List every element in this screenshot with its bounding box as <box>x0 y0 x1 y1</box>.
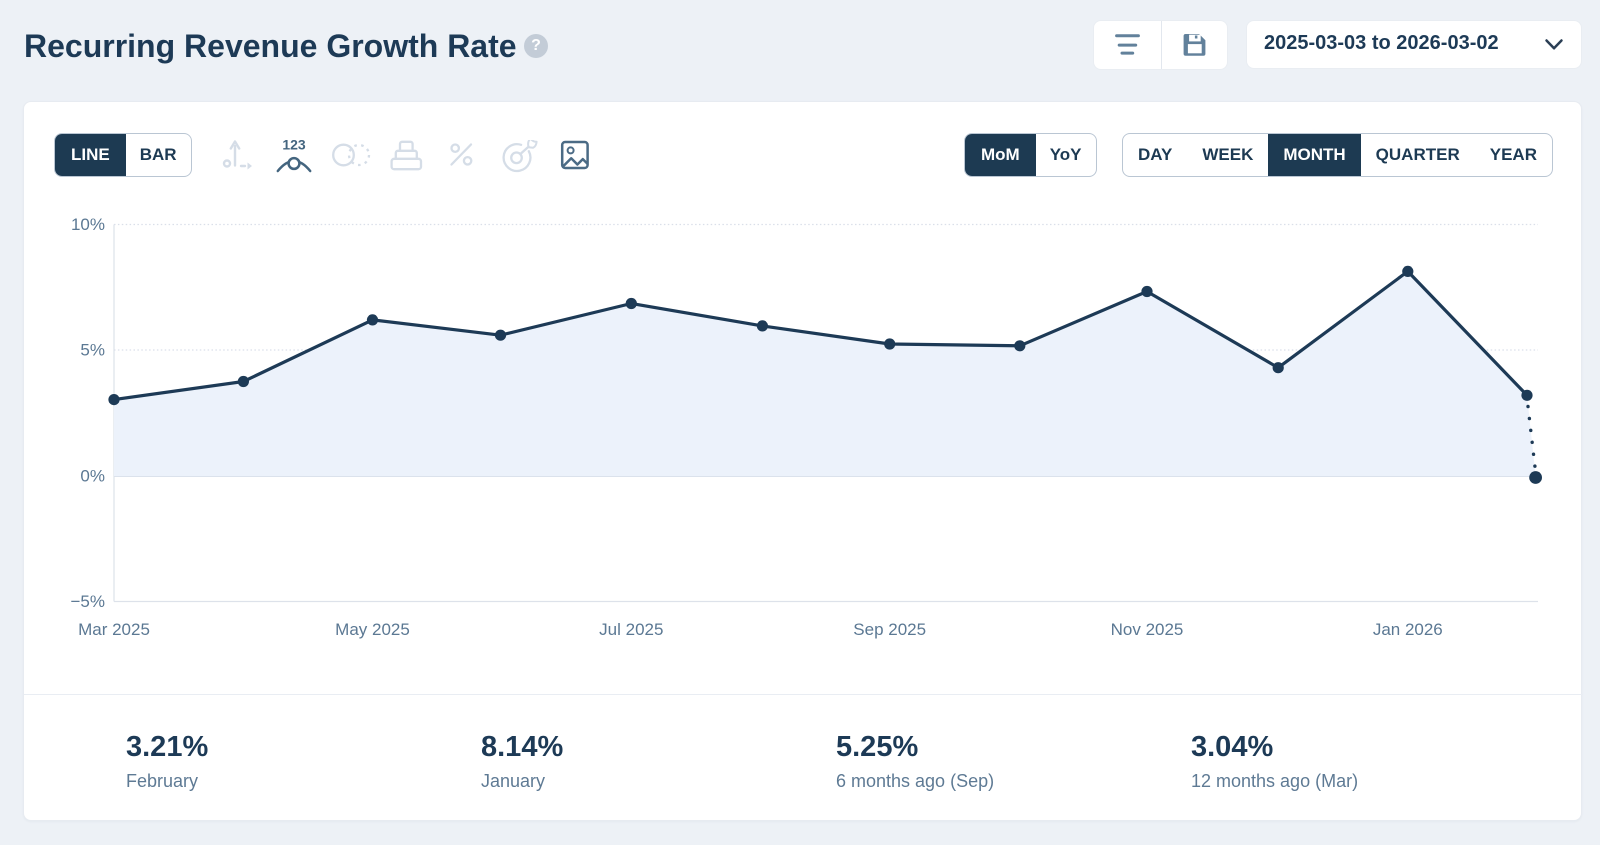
svg-text:5%: 5% <box>80 341 105 360</box>
svg-text:−5%: −5% <box>71 592 106 611</box>
svg-text:10%: 10% <box>71 215 105 234</box>
svg-text:123: 123 <box>282 140 306 153</box>
svg-text:Jan 2026: Jan 2026 <box>1373 620 1443 639</box>
svg-text:Sep 2025: Sep 2025 <box>853 620 926 639</box>
svg-text:0%: 0% <box>80 467 105 486</box>
svg-text:Mar 2025: Mar 2025 <box>78 620 150 639</box>
svg-text:Jul 2025: Jul 2025 <box>599 620 663 639</box>
svg-text:Nov 2025: Nov 2025 <box>1111 620 1184 639</box>
svg-text:May 2025: May 2025 <box>335 620 410 639</box>
